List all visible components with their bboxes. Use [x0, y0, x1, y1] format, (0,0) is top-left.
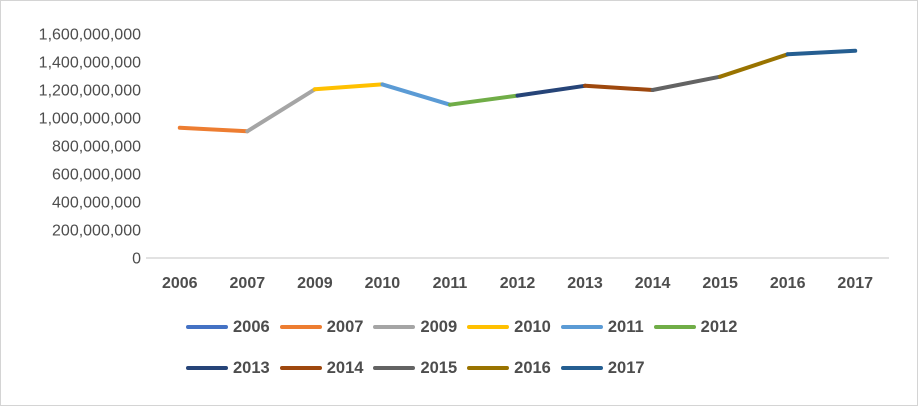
line-segment-2011	[380, 82, 452, 107]
legend-line-marker	[560, 325, 603, 329]
y-axis-tick-label: 0	[132, 251, 141, 268]
legend-label: 2010	[514, 317, 551, 336]
legend-line-marker	[373, 325, 416, 329]
legend-item-2006: 2006	[186, 318, 270, 337]
line-chart-plot-area: 0 200,000,000 400,000,000 600,000,000 800,00…	[39, 27, 889, 292]
legend-item-2009: 2009	[373, 318, 457, 337]
legend-row: 2006 2007 2009 2010 2011 2012	[186, 315, 747, 339]
legend-item-2015: 2015	[373, 359, 457, 378]
line-segment-2015	[650, 74, 723, 92]
x-axis-tick-label: 2007	[230, 275, 266, 292]
line-segment-2010	[312, 82, 385, 92]
y-axis-tick-label: 1,600,000,000	[39, 27, 141, 44]
legend-label: 2014	[326, 358, 364, 377]
legend-line-marker	[653, 325, 696, 329]
legend-line-marker	[186, 366, 228, 370]
y-axis-tick-label: 400,000,000	[52, 195, 141, 212]
legend-item-2013: 2013	[186, 359, 270, 378]
x-axis-tick-label: 2006	[162, 275, 198, 292]
legend-line-marker	[467, 366, 510, 370]
legend-line-marker	[279, 366, 322, 370]
legend-label: 2012	[700, 317, 738, 336]
y-axis-tick-label: 1,000,000,000	[39, 111, 141, 128]
y-axis-tick-label: 600,000,000	[52, 167, 141, 184]
legend-item-2012: 2012	[653, 317, 738, 337]
line-segment-2017	[785, 48, 858, 57]
line-segment-2016	[718, 52, 790, 79]
line-segment-2009	[245, 87, 317, 134]
legend-label: 2015	[420, 358, 458, 377]
x-axis-tick-label: 2010	[365, 275, 401, 292]
x-axis-tick-label: 2017	[837, 275, 873, 292]
y-axis-tick-label: 1,200,000,000	[39, 83, 141, 100]
y-axis-tick-label: 800,000,000	[52, 139, 141, 156]
legend-item-2014: 2014	[279, 358, 364, 378]
legend-item-2007: 2007	[279, 317, 364, 337]
legend-row: 2013 2014 2015 2016 2017	[186, 356, 747, 380]
legend-line-marker	[560, 366, 603, 370]
x-axis-tick-label: 2009	[297, 275, 333, 292]
legend-line-marker	[279, 325, 322, 329]
line-segment-2013	[515, 83, 588, 98]
legend-label: 2009	[420, 317, 458, 336]
legend-item-2011: 2011	[560, 317, 644, 337]
legend-label: 2006	[233, 317, 270, 336]
legend-item-2016: 2016	[467, 359, 551, 378]
legend-label: 2011	[607, 317, 644, 336]
legend-label: 2007	[326, 317, 364, 336]
x-axis-tick-label: 2016	[770, 275, 806, 292]
y-axis-tick-label: 200,000,000	[52, 223, 141, 240]
x-axis-tick-label: 2014	[635, 275, 671, 292]
y-axis-tick-label: 1,400,000,000	[39, 55, 141, 72]
legend-item-2017: 2017	[560, 358, 645, 378]
x-axis-tick-label: 2015	[702, 275, 738, 292]
x-axis-tick-label: 2012	[500, 275, 536, 292]
chart-legend: 2006 2007 2009 2010 2011 2012 2013 2014 2015 2016…	[186, 315, 747, 380]
legend-line-marker	[186, 325, 228, 329]
legend-line-marker	[373, 366, 416, 370]
legend-item-2010: 2010	[467, 318, 551, 337]
legend-label: 2016	[514, 358, 551, 377]
line-segment-2007	[177, 125, 250, 134]
x-axis-tick-label: 2011	[433, 275, 468, 292]
line-segment-2012	[447, 93, 520, 107]
legend-line-marker	[467, 325, 510, 329]
x-axis-tick-label: 2013	[567, 275, 603, 292]
line-segment-2014	[583, 83, 655, 92]
legend-label: 2017	[607, 358, 645, 377]
legend-label: 2013	[233, 358, 270, 377]
